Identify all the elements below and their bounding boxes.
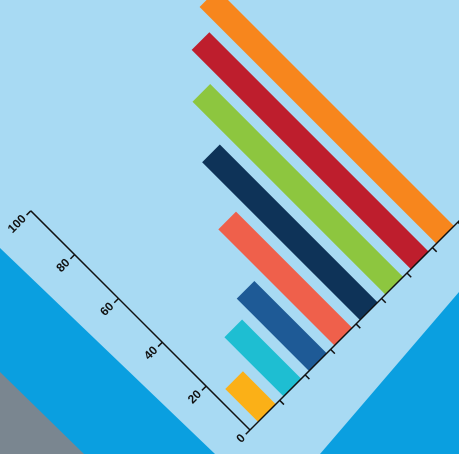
x-tick <box>304 374 310 380</box>
y-tick <box>26 210 32 216</box>
y-axis <box>30 210 251 431</box>
background-band <box>0 372 84 454</box>
y-tick <box>69 254 76 260</box>
x-axis <box>249 214 459 431</box>
bar <box>202 144 378 321</box>
bar <box>199 0 455 244</box>
bar <box>192 84 404 295</box>
y-tick <box>157 341 163 348</box>
bar <box>236 280 327 371</box>
bar <box>218 211 353 346</box>
bar <box>224 319 302 397</box>
y-tick <box>245 429 251 435</box>
y-tick <box>201 385 207 391</box>
x-tick <box>355 323 361 329</box>
x-tick <box>380 297 387 304</box>
bar <box>191 32 429 270</box>
x-tick <box>330 348 336 355</box>
x-tick <box>279 399 285 406</box>
background-band <box>0 248 215 454</box>
bar <box>225 371 276 422</box>
x-tick <box>406 272 412 278</box>
x-tick <box>431 247 438 253</box>
y-tick <box>113 297 120 304</box>
background-band <box>320 292 459 454</box>
